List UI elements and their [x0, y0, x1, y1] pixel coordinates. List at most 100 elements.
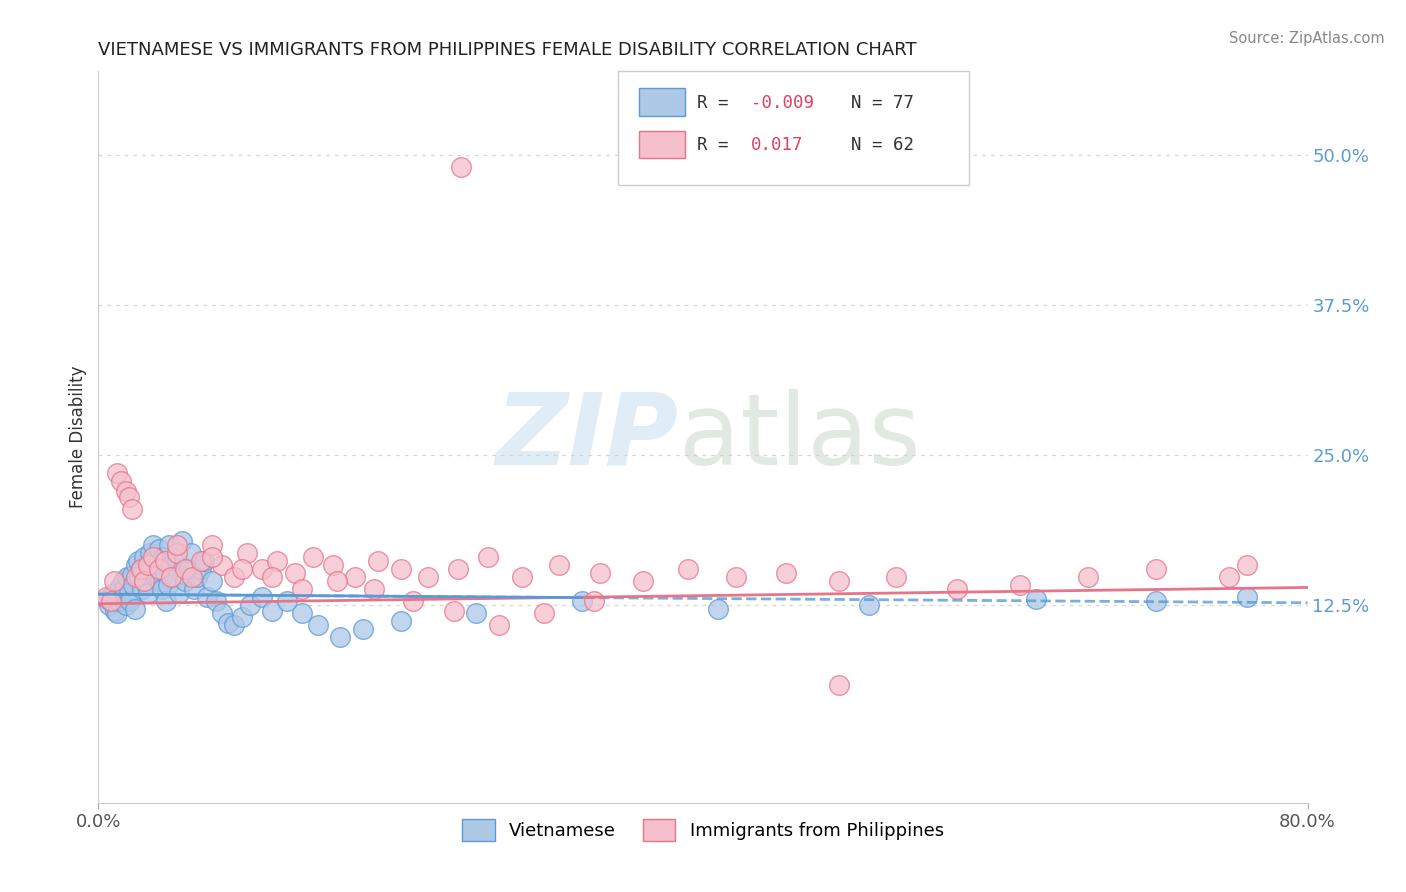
- Point: [1077, 570, 1099, 584]
- Point: [153, 553, 176, 567]
- FancyBboxPatch shape: [619, 71, 969, 185]
- Point: [858, 598, 880, 612]
- Point: [114, 598, 136, 612]
- Point: [128, 570, 150, 584]
- Point: [886, 570, 908, 584]
- Point: [302, 549, 325, 564]
- Point: [231, 562, 253, 576]
- Point: [262, 604, 284, 618]
- Point: [211, 558, 233, 573]
- Point: [291, 582, 314, 597]
- Point: [477, 549, 499, 564]
- Point: [103, 586, 125, 600]
- Point: [250, 590, 273, 604]
- Point: [181, 570, 204, 584]
- Point: [145, 570, 167, 584]
- Point: [136, 558, 159, 573]
- Point: [142, 538, 165, 552]
- Point: [163, 570, 186, 584]
- Point: [129, 562, 152, 576]
- Point: [235, 546, 257, 560]
- Point: [124, 601, 146, 615]
- Point: [118, 586, 141, 600]
- Point: [110, 475, 132, 489]
- Point: [108, 580, 131, 594]
- Point: [205, 594, 228, 608]
- Point: [510, 570, 533, 584]
- Point: [211, 607, 233, 621]
- Point: [195, 590, 218, 604]
- Point: [159, 538, 181, 552]
- Point: [548, 558, 571, 573]
- Point: [122, 577, 145, 591]
- Point: [1144, 562, 1167, 576]
- Point: [170, 534, 193, 549]
- Text: Source: ZipAtlas.com: Source: ZipAtlas.com: [1229, 31, 1385, 46]
- Point: [103, 574, 125, 588]
- Point: [155, 594, 177, 608]
- Point: [132, 574, 155, 588]
- Point: [139, 546, 162, 560]
- Point: [173, 562, 195, 576]
- Point: [143, 553, 166, 567]
- Point: [134, 566, 156, 580]
- Point: [111, 574, 134, 588]
- Point: [142, 549, 165, 564]
- Point: [160, 558, 183, 573]
- Point: [96, 591, 118, 606]
- Point: [129, 562, 152, 576]
- Point: [190, 553, 212, 567]
- Text: R =: R =: [697, 94, 740, 112]
- Point: [533, 607, 555, 621]
- Point: [416, 570, 439, 584]
- Point: [136, 586, 159, 600]
- Point: [160, 570, 183, 584]
- Point: [114, 483, 136, 498]
- Point: [193, 553, 215, 567]
- Point: [322, 558, 344, 573]
- Point: [352, 622, 374, 636]
- Point: [166, 538, 188, 552]
- Point: [262, 570, 284, 584]
- Point: [224, 618, 246, 632]
- Point: [118, 490, 141, 504]
- Point: [166, 553, 188, 567]
- Point: [465, 607, 488, 621]
- Point: [231, 610, 253, 624]
- Point: [167, 586, 190, 600]
- Bar: [638, 88, 685, 116]
- Text: R =: R =: [697, 136, 749, 154]
- Point: [266, 553, 288, 567]
- Point: [725, 570, 748, 584]
- Point: [156, 577, 179, 591]
- Point: [104, 604, 127, 618]
- Point: [775, 566, 797, 580]
- Point: [276, 594, 298, 608]
- Point: [363, 582, 385, 597]
- Point: [447, 562, 470, 576]
- Point: [120, 594, 142, 608]
- Text: VIETNAMESE VS IMMIGRANTS FROM PHILIPPINES FEMALE DISABILITY CORRELATION CHART: VIETNAMESE VS IMMIGRANTS FROM PHILIPPINE…: [98, 41, 917, 59]
- Point: [148, 562, 170, 576]
- Point: [127, 553, 149, 567]
- Point: [1236, 558, 1258, 573]
- Point: [389, 562, 412, 576]
- Point: [201, 549, 224, 564]
- Point: [101, 590, 124, 604]
- Point: [166, 546, 188, 560]
- Point: [1236, 590, 1258, 604]
- Point: [94, 590, 117, 604]
- Point: [676, 562, 699, 576]
- Point: [239, 598, 262, 612]
- Point: [146, 558, 169, 573]
- Point: [152, 549, 174, 564]
- Text: N = 77: N = 77: [830, 94, 914, 112]
- Point: [180, 546, 202, 560]
- Point: [100, 594, 122, 608]
- Point: [125, 558, 148, 573]
- Point: [201, 538, 224, 552]
- Point: [250, 562, 273, 576]
- Point: [828, 574, 851, 588]
- Point: [148, 541, 170, 556]
- Point: [173, 574, 195, 588]
